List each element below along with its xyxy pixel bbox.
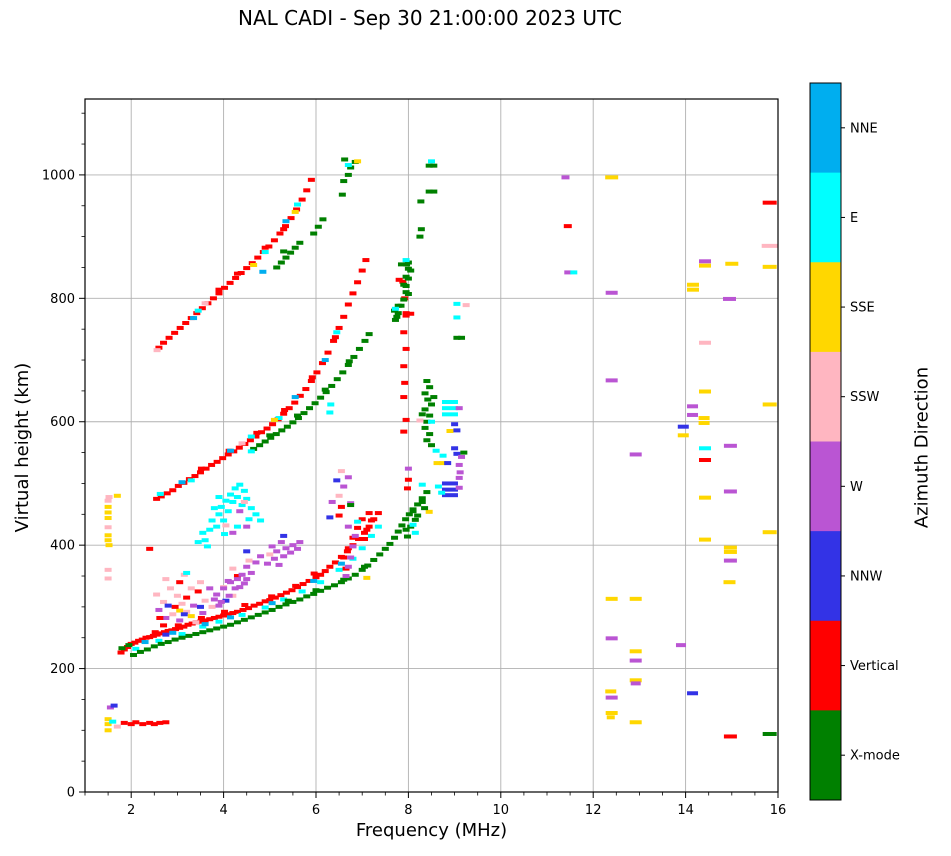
svg-text:X-mode: X-mode (850, 749, 900, 764)
chart-title: NAL CADI - Sep 30 21:00:00 2023 UTC (238, 6, 622, 30)
svg-text:12: 12 (585, 803, 602, 818)
x-axis-label: Frequency (MHz) (355, 820, 508, 841)
axes: 2 4 6 8 10 12 14 16 0 200 400 600 800 1000 (42, 98, 787, 818)
svg-text:14: 14 (677, 803, 694, 818)
svg-text:0: 0 (67, 786, 75, 801)
svg-text:200: 200 (50, 662, 75, 677)
svg-text:10: 10 (493, 803, 510, 818)
echo-points (104, 157, 778, 739)
svg-text:NNE: NNE (850, 121, 878, 136)
svg-text:16: 16 (770, 803, 787, 818)
svg-text:SSW: SSW (850, 390, 880, 405)
svg-text:2: 2 (127, 803, 135, 818)
svg-text:Vertical: Vertical (850, 659, 899, 674)
svg-text:400: 400 (50, 539, 75, 554)
svg-text:600: 600 (50, 415, 75, 430)
svg-text:4: 4 (219, 803, 227, 818)
svg-text:800: 800 (50, 292, 75, 307)
svg-text:6: 6 (312, 803, 320, 818)
svg-text:1000: 1000 (42, 168, 75, 183)
svg-text:NNW: NNW (850, 569, 882, 584)
svg-text:E: E (850, 211, 858, 226)
svg-text:W: W (850, 480, 863, 495)
svg-text:8: 8 (404, 803, 412, 818)
svg-text:SSE: SSE (850, 301, 875, 316)
colorbar: NNE E SSE SSW W NNW Vertical X-mode (809, 82, 900, 801)
